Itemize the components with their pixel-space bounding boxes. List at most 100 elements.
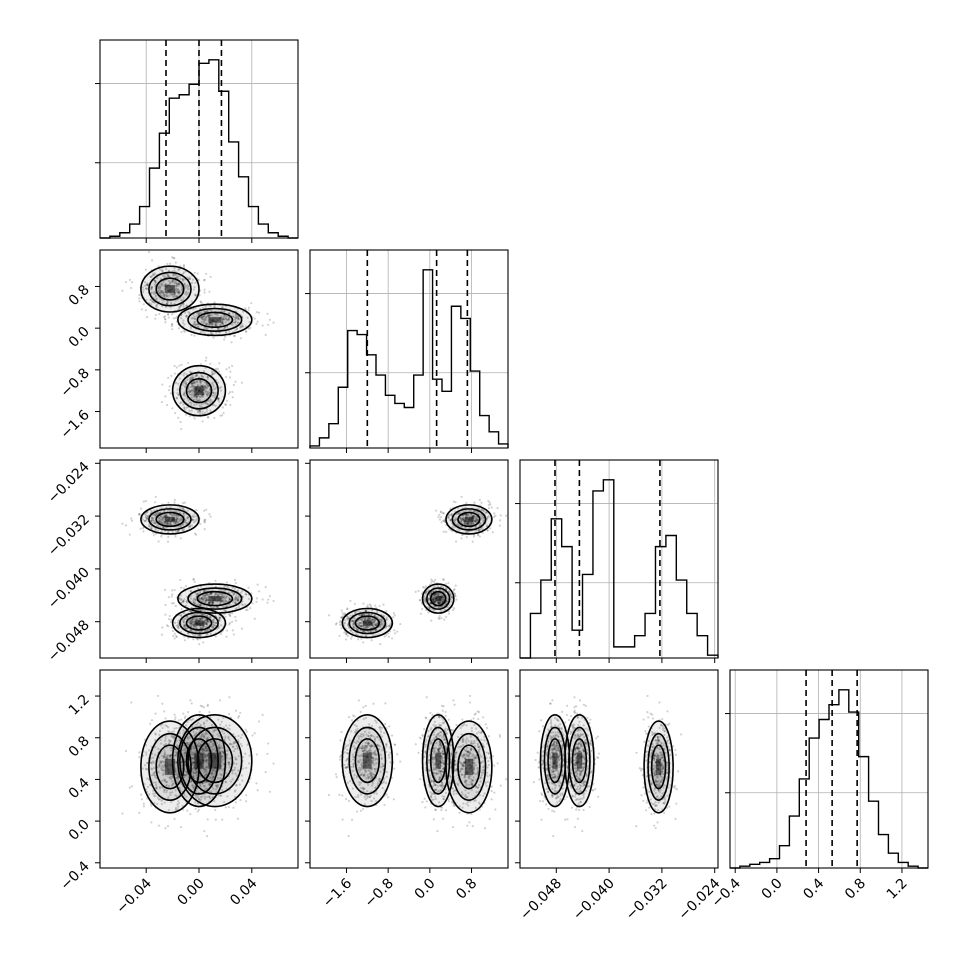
scatter-point: [173, 257, 176, 260]
scatter-point: [491, 531, 494, 534]
scatter-point: [182, 619, 186, 622]
scatter-point: [186, 601, 189, 604]
scatter-point: [227, 736, 230, 740]
scatter-point: [205, 596, 208, 599]
scatter-point: [474, 519, 477, 523]
scatter-point: [150, 520, 153, 523]
scatter-point: [214, 393, 217, 396]
scatter-point: [454, 518, 457, 521]
scatter-point: [359, 624, 363, 628]
scatter-point: [176, 290, 179, 294]
scatter-point: [170, 322, 174, 326]
scatter-point: [441, 512, 445, 515]
scatter-point: [205, 599, 208, 602]
scatter-point: [161, 517, 164, 520]
scatter-point: [359, 624, 363, 628]
scatter-point: [161, 526, 165, 529]
contour-line: [196, 311, 234, 329]
scatter-point: [218, 323, 222, 326]
scatter-point: [154, 495, 157, 499]
scatter-point: [189, 327, 193, 330]
scatter-point: [194, 598, 197, 601]
scatter-point: [231, 629, 234, 632]
scatter-point: [174, 520, 178, 524]
scatter-point: [235, 328, 238, 331]
scatter-point: [180, 427, 183, 431]
scatter-point: [164, 395, 167, 398]
scatter-point: [194, 807, 197, 811]
contour-line: [185, 615, 213, 631]
scatter-point: [188, 610, 192, 613]
scatter-point: [203, 601, 206, 604]
scatter-point: [167, 523, 170, 526]
scatter-point: [224, 330, 228, 333]
scatter-point: [180, 298, 183, 302]
scatter-point: [156, 511, 159, 515]
scatter-point: [343, 621, 347, 624]
scatter-point: [197, 597, 200, 601]
scatter-point: [196, 593, 200, 596]
scatter-point: [349, 614, 352, 617]
scatter-point: [234, 321, 237, 324]
scatter-point: [171, 531, 174, 534]
scatter-point: [194, 395, 197, 398]
scatter-point: [223, 309, 226, 312]
scatter-point: [217, 397, 220, 400]
scatter-point: [486, 517, 489, 520]
scatter-point: [160, 284, 164, 287]
scatter-point: [184, 287, 187, 290]
scatter-point: [204, 518, 207, 521]
scatter-point: [441, 590, 444, 593]
scatter-point: [251, 734, 254, 737]
scatter-point: [220, 588, 223, 591]
scatter-point: [169, 522, 172, 525]
diag-panel-1: [305, 249, 509, 453]
scatter-point: [182, 296, 185, 299]
scatter-point: [435, 592, 438, 596]
scatter-point: [205, 766, 208, 769]
scatter-point: [177, 626, 180, 629]
scatter-point: [170, 595, 173, 598]
scatter-point: [187, 743, 190, 746]
scatter-point: [153, 272, 157, 275]
scatter-point: [233, 597, 237, 601]
scatter-point: [205, 593, 208, 597]
scatter-point: [194, 617, 197, 621]
contour-line: [341, 607, 394, 639]
scatter-point: [182, 512, 185, 515]
scatter-point: [176, 288, 180, 291]
scatter-point: [421, 607, 424, 611]
scatter-point: [224, 609, 227, 613]
scatter-point: [460, 520, 463, 524]
scatter-point: [175, 366, 178, 369]
scatter-point: [197, 399, 200, 402]
scatter-point: [229, 403, 232, 407]
scatter-point: [171, 514, 174, 517]
diag-panel-0: [95, 39, 299, 243]
scatter-point: [190, 618, 194, 622]
scatter-point: [145, 751, 148, 754]
scatter-point: [236, 599, 240, 602]
scatter-point: [175, 397, 178, 400]
scatter-point: [202, 605, 206, 608]
density-peak: [164, 516, 176, 522]
scatter-point: [195, 732, 198, 735]
scatter-point: [205, 402, 208, 405]
scatter-point: [186, 517, 189, 520]
scatter-point: [221, 321, 224, 324]
scatter-point: [175, 295, 178, 298]
scatter-point: [193, 315, 196, 318]
scatter-point: [182, 319, 185, 322]
scatter-point: [209, 304, 212, 308]
scatter-point: [223, 315, 226, 318]
scatter-point: [210, 600, 214, 604]
scatter-point: [193, 394, 196, 398]
scatter-point: [162, 520, 165, 523]
scatter-point: [440, 593, 443, 596]
scatter-point: [181, 600, 185, 603]
scatter-point: [441, 596, 445, 599]
scatter-point: [245, 608, 248, 612]
scatter-point: [185, 291, 188, 294]
contour-line: [155, 277, 185, 301]
scatter-point: [474, 525, 477, 528]
